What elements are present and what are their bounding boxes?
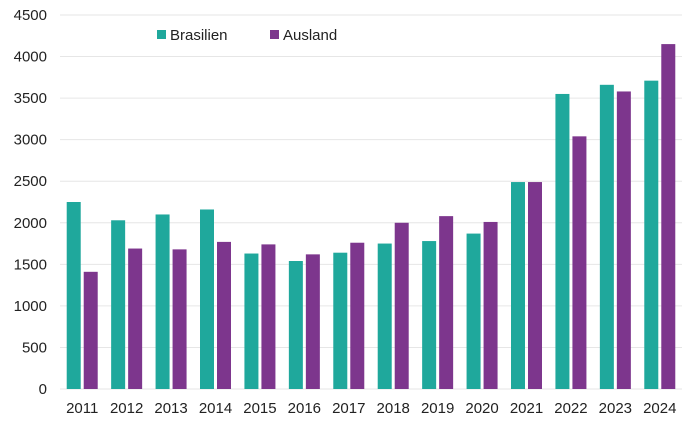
x-tick-label: 2024 bbox=[643, 400, 676, 417]
bar-ausland-2013 bbox=[172, 249, 187, 389]
bar-brasilien-2014 bbox=[200, 209, 214, 389]
bar-ausland-2020 bbox=[483, 221, 498, 389]
x-tick-label: 2017 bbox=[332, 400, 365, 417]
x-tick-label: 2023 bbox=[599, 400, 632, 417]
legend: Brasilien Ausland bbox=[157, 27, 337, 44]
x-tick-label: 2022 bbox=[554, 400, 587, 417]
x-tick-label: 2021 bbox=[510, 400, 543, 417]
x-axis-ticks: 2011 2012 2013 2014 2015 2016 2017 2018 2019 2020… bbox=[66, 400, 676, 417]
x-tick-label: 2011 bbox=[66, 400, 98, 417]
legend-label-brasilien: Brasilien bbox=[170, 27, 228, 44]
x-tick-label: 2016 bbox=[288, 400, 321, 417]
x-tick-label: 2013 bbox=[154, 400, 187, 417]
x-tick-label: 2015 bbox=[243, 400, 276, 417]
gridlines bbox=[60, 14, 682, 390]
bar-ausland-2011 bbox=[83, 271, 98, 389]
y-tick-label: 3500 bbox=[14, 90, 47, 107]
bar-ausland-2021 bbox=[528, 182, 542, 389]
legend-label-ausland: Ausland bbox=[283, 27, 337, 44]
bar-brasilien-2012 bbox=[111, 220, 126, 389]
bar-ausland-2023 bbox=[616, 91, 631, 389]
bar-brasilien-2013 bbox=[155, 214, 170, 389]
x-tick-label: 2018 bbox=[377, 400, 410, 417]
y-tick-label: 4000 bbox=[14, 49, 47, 66]
bar-ausland-2022 bbox=[572, 136, 587, 389]
bar-ausland-2015 bbox=[261, 244, 276, 389]
y-tick-label: 4500 bbox=[14, 7, 47, 24]
y-axis-ticks: 0 500 1000 1500 2000 2500 3000 3500 4000 4500 bbox=[14, 7, 47, 398]
y-tick-label: 2500 bbox=[14, 173, 47, 190]
y-tick-label: 2000 bbox=[14, 215, 47, 232]
bar-ausland-2017 bbox=[350, 242, 365, 389]
legend-swatch-ausland bbox=[270, 30, 279, 39]
y-tick-label: 500 bbox=[22, 339, 47, 356]
bar-brasilien-2024 bbox=[644, 80, 659, 389]
bar-ausland-2024 bbox=[661, 44, 676, 389]
bar-brasilien-2015 bbox=[244, 253, 259, 389]
x-tick-label: 2020 bbox=[465, 400, 498, 417]
y-tick-label: 3000 bbox=[14, 132, 47, 149]
bar-brasilien-2019 bbox=[422, 241, 437, 389]
x-tick-label: 2014 bbox=[199, 400, 232, 417]
y-tick-label: 1500 bbox=[14, 256, 47, 273]
bar-brasilien-2021 bbox=[511, 182, 525, 389]
bar-brasilien-2016 bbox=[288, 261, 303, 389]
bar-brasilien-2011 bbox=[66, 202, 81, 389]
bar-ausland-2016 bbox=[305, 254, 320, 389]
bar-brasilien-2018 bbox=[377, 243, 392, 389]
legend-swatch-brasilien bbox=[157, 30, 166, 39]
bars bbox=[66, 44, 676, 390]
bar-ausland-2012 bbox=[128, 248, 143, 389]
y-tick-label: 1000 bbox=[14, 298, 47, 315]
bar-ausland-2019 bbox=[439, 216, 454, 389]
bar-brasilien-2017 bbox=[333, 252, 348, 389]
x-tick-label: 2019 bbox=[421, 400, 454, 417]
bar-brasilien-2023 bbox=[599, 84, 614, 390]
bar-ausland-2018 bbox=[394, 222, 409, 389]
bar-brasilien-2022 bbox=[555, 93, 570, 389]
x-tick-label: 2012 bbox=[110, 400, 143, 417]
bar-brasilien-2020 bbox=[466, 233, 481, 389]
bar-ausland-2014 bbox=[217, 241, 231, 389]
y-tick-label: 0 bbox=[39, 381, 47, 398]
